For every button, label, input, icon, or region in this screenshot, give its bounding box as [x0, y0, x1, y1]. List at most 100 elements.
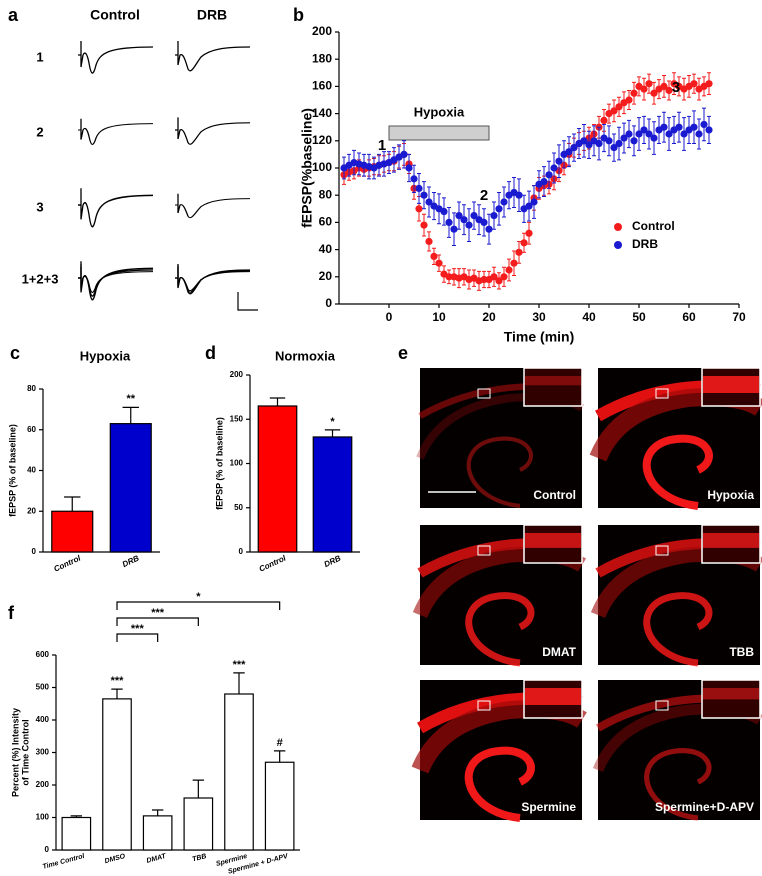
- roi-box: [655, 388, 669, 399]
- y-tick-label: 40: [319, 242, 333, 256]
- annotation: 1: [378, 137, 386, 154]
- data-point: [690, 80, 698, 88]
- roi-box: [655, 545, 669, 556]
- y-tick-label: 140: [312, 106, 332, 120]
- data-point: [490, 212, 498, 220]
- row-label: 2: [36, 124, 43, 139]
- panel-label: a: [8, 5, 19, 25]
- x-tick-label: DMAT: [146, 853, 168, 865]
- data-point: [430, 252, 438, 260]
- y-tick-label: 60: [27, 425, 36, 434]
- image-label: TBB: [729, 645, 754, 659]
- image-label: Hypoxia: [707, 488, 754, 502]
- error-bar: [324, 429, 341, 437]
- data-point: [690, 123, 698, 131]
- hypoxia-span: [388, 125, 490, 141]
- comparison-bracket: [116, 617, 199, 626]
- data-point: [480, 275, 488, 284]
- y-tick-label: 100: [36, 813, 50, 822]
- bar: [183, 797, 214, 851]
- y-tick-label: 300: [36, 748, 50, 757]
- data-point: [635, 130, 643, 138]
- inset-band: [703, 533, 759, 548]
- data-point: [415, 205, 423, 213]
- data-point: [415, 184, 423, 192]
- data-point: [615, 139, 623, 148]
- error-bar: [122, 406, 139, 424]
- scale-bar: [237, 292, 258, 311]
- inset-band: [525, 376, 581, 386]
- data-point: [420, 191, 428, 199]
- image-label: Spermine: [521, 800, 576, 814]
- data-point: [660, 82, 668, 90]
- data-point: [705, 80, 713, 88]
- data-point: [595, 139, 603, 148]
- legend-marker: [614, 223, 622, 231]
- data-point: [410, 175, 418, 183]
- data-point: [665, 86, 673, 95]
- trace: [77, 40, 154, 74]
- data-point: [400, 150, 408, 158]
- x-tick-label: 70: [732, 310, 746, 324]
- y-tick-label: 150: [230, 414, 244, 423]
- significance: *: [330, 416, 335, 428]
- data-point: [700, 120, 708, 129]
- comparison-bracket: [116, 633, 159, 642]
- x-tick-label: 0: [386, 310, 393, 324]
- data-point: [405, 164, 413, 172]
- y-tick-label: 100: [230, 459, 244, 468]
- dentate-gyrus: [466, 436, 533, 509]
- data-point: [625, 96, 633, 104]
- inset-band: [525, 688, 581, 705]
- x-tick-label: 10: [432, 310, 446, 324]
- error-bar: [192, 779, 205, 798]
- image-label: DMAT: [542, 645, 576, 659]
- y-axis-label: fEPSP (% of baseline): [7, 424, 17, 517]
- data-point: [675, 123, 683, 131]
- column-label: DRB: [197, 7, 227, 23]
- micrograph: Spermine: [411, 679, 587, 822]
- y-tick-label: 0: [32, 547, 37, 556]
- span-label: Hypoxia: [414, 104, 465, 119]
- y-tick-label: 80: [319, 187, 333, 201]
- data-point: [500, 273, 508, 281]
- x-tick-label: 60: [682, 310, 696, 324]
- bar: [142, 815, 173, 851]
- y-tick-label: 180: [312, 51, 332, 65]
- dentate-gyrus: [644, 748, 712, 821]
- annotation: 2: [480, 187, 488, 204]
- inset-band: [703, 688, 759, 700]
- data-point: [505, 266, 513, 274]
- panel-label: c: [10, 343, 20, 363]
- y-tick-label: 500: [36, 683, 50, 692]
- data-point: [605, 137, 613, 145]
- bar: [51, 510, 94, 553]
- bar: [109, 423, 152, 553]
- data-point: [625, 130, 633, 138]
- roi-box: [477, 388, 491, 399]
- data-point: [565, 148, 573, 156]
- y-tick-label: 200: [230, 370, 244, 379]
- data-point: [695, 130, 703, 138]
- x-tick-label: DRB: [121, 553, 141, 569]
- data-point: [540, 178, 548, 186]
- comparison-label: ***: [131, 623, 145, 635]
- trace: [174, 193, 251, 219]
- chart-title: Normoxia: [275, 348, 336, 363]
- significance: ***: [233, 659, 247, 671]
- row-label: 1+2+3: [22, 271, 59, 286]
- y-tick-label: 200: [36, 780, 50, 789]
- y-tick-label: 80: [27, 384, 36, 393]
- x-tick-label: Time Control: [42, 853, 86, 871]
- x-tick-label: 20: [482, 310, 496, 324]
- data-point: [425, 198, 433, 206]
- legend-label: DRB: [632, 237, 658, 251]
- data-point: [640, 126, 648, 134]
- error-bar: [111, 688, 123, 699]
- data-point: [610, 107, 618, 115]
- panel-a: a Control DRB 1 2 3 1+2+3: [8, 5, 258, 311]
- data-point: [510, 259, 518, 267]
- y-tick-label: 120: [312, 133, 332, 147]
- data-point: [515, 248, 523, 256]
- comparison-label: *: [196, 591, 201, 603]
